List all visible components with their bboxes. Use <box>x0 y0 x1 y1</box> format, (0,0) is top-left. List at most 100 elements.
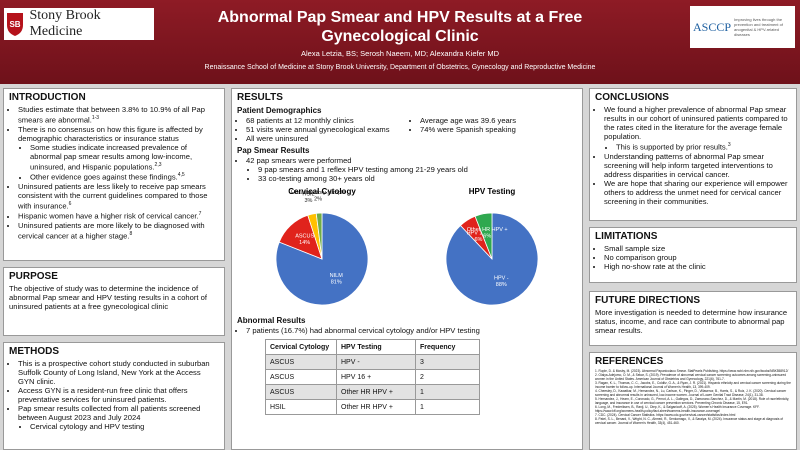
header-row: Cervical Cytology HPV Testing Frequency <box>265 339 480 355</box>
cell: ASCUS <box>265 369 337 385</box>
subsection-title: Abnormal Results <box>237 316 306 325</box>
list-item: We found a higher prevalence of abnormal… <box>604 105 791 152</box>
list-item: 74% were Spanish speaking <box>420 125 516 134</box>
cell: HPV - <box>336 354 416 370</box>
item-text: There is no consensus on how this figure… <box>18 124 203 143</box>
list-item: Understanding patterns of abnormal Pap s… <box>604 152 791 179</box>
charts: Cervical Cytology NILM 81% ASCUS 14% HSIL 3% Un… <box>237 185 577 313</box>
item-text: This is a prospective cohort study condu… <box>18 359 210 386</box>
slice-label: HPV - <box>494 276 509 282</box>
item-text: We are hope that sharing our experience … <box>604 178 788 206</box>
item-text: Average age was 39.6 years <box>420 116 517 125</box>
cell: 3 <box>415 354 480 370</box>
list-item: This is supported by prior results.3 <box>616 141 791 152</box>
list-item: 7 patients (16.7%) had abnormal cervical… <box>246 326 577 335</box>
list-item: Uninsured patients are less likely to re… <box>18 182 219 211</box>
sub-list: Cervical cytology and HPV testing <box>18 422 219 431</box>
subsection-title: Pap Smear Results <box>237 146 310 155</box>
item-text: Uninsured patients are more likely to be… <box>18 220 205 241</box>
row: ASCUS HPV -3 <box>265 354 480 370</box>
item-text: 33 co-testing among 30+ years old <box>258 174 375 183</box>
list-item: Average age was 39.6 years <box>420 116 516 125</box>
slice-label: Unsatisfactory sample <box>291 190 345 196</box>
svg-text:SB: SB <box>9 20 20 29</box>
item-text: Hispanic women have a higher risk of cer… <box>18 211 199 221</box>
title: Abnormal Pap Smear and HPV Results at a … <box>217 9 583 45</box>
list-item: Other evidence goes against these findin… <box>30 171 219 182</box>
section-title: FUTURE DIRECTIONS <box>595 295 700 306</box>
slice-value: 2% <box>314 197 322 203</box>
item-text: All were uninsured <box>246 134 309 143</box>
cell: Other HR HPV + <box>336 384 416 400</box>
paragraph: The objective of study was to determine … <box>9 284 207 311</box>
purpose: PURPOSE The objective of study was to de… <box>3 267 225 336</box>
citation: 6 <box>68 200 72 207</box>
item-text: No comparison group <box>604 253 677 262</box>
list-item: No comparison group <box>604 253 791 262</box>
list-item: Studies estimate that between 3.8% to 10… <box>18 105 219 125</box>
list: We found a higher prevalence of abnormal… <box>595 105 791 206</box>
logo-text: Stony Brook Medicine <box>29 8 101 39</box>
paragraph: More investigation is needed to determin… <box>595 308 788 335</box>
header-cell: Frequency <box>415 339 480 355</box>
cell: 1 <box>415 384 480 400</box>
row: ASCUS HPV 16 +2 <box>265 369 480 385</box>
list: Studies estimate that between 3.8% to 10… <box>9 105 219 240</box>
slice-label: NILM <box>330 273 344 279</box>
slice-label: ASCUS <box>295 234 314 240</box>
list-item: All were uninsured <box>246 134 411 143</box>
header-cell: HPV Testing <box>336 339 416 355</box>
slice-label: HSIL <box>302 191 314 197</box>
demographics: 68 patients at 12 monthly clinics51 visi… <box>237 116 577 143</box>
cell: 2 <box>415 369 480 385</box>
section-title: INTRODUCTION <box>9 92 86 103</box>
list-item: 42 pap smears were performed9 pap smears… <box>246 156 577 183</box>
item-text: 74% were Spanish speaking <box>420 125 516 134</box>
sub-list: This is supported by prior results.3 <box>604 141 791 152</box>
reference: 7. CDC. (2024). Cervical Cancer Statisti… <box>595 413 736 417</box>
sub-list: 9 pap smears and 1 reflex HPV testing am… <box>246 165 577 183</box>
list-item: High no-show rate at the clinic <box>604 262 791 271</box>
item-text: 9 pap smears and 1 reflex HPV testing am… <box>258 165 468 174</box>
item-text: Studies estimate that between 3.8% to 10… <box>18 105 206 125</box>
cell: ASCUS <box>265 354 337 370</box>
list: 68 patients at 12 monthly clinics51 visi… <box>237 116 411 143</box>
chart-title: HPV Testing <box>469 187 516 196</box>
results: RESULTS Patient Demographics 68 patients… <box>231 88 583 450</box>
conclusions: CONCLUSIONS We found a higher prevalence… <box>589 88 797 221</box>
citation: 7 <box>198 211 202 218</box>
section-title: REFERENCES <box>595 356 664 367</box>
slice-label: Other HR HPV + <box>467 227 508 233</box>
list: 1. Ruple, D. & Mosby, M. (2023). Abnorma… <box>595 369 791 425</box>
citation: 4,5 <box>177 172 185 179</box>
list-item: 51 visits were annual gynecological exam… <box>246 125 411 134</box>
list: 42 pap smears were performed9 pap smears… <box>237 156 577 183</box>
limitations: LIMITATIONS Small sample sizeNo comparis… <box>589 227 797 283</box>
list-item: Uninsured patients are more likely to be… <box>18 221 219 241</box>
slice-value: 81% <box>331 279 342 285</box>
item-text: 51 visits were annual gynecological exam… <box>246 125 390 134</box>
references: REFERENCES 1. Ruple, D. & Mosby, M. (202… <box>589 352 797 450</box>
sub-list: Some studies indicate increased prevalen… <box>18 143 219 182</box>
list-item: Hispanic women have a higher risk of cer… <box>18 210 219 221</box>
chart-title: Cervical Cytology <box>288 187 356 196</box>
logo-left: SB Stony Brook Medicine <box>4 8 154 40</box>
list: 7 patients (16.7%) had abnormal cervical… <box>237 326 577 335</box>
row: HSIL Other HR HPV +1 <box>265 399 480 415</box>
reference: 5. Hernandez, J., Hearn, E., Coronado, G… <box>595 397 790 405</box>
item-text: Other evidence goes against these findin… <box>30 172 178 182</box>
item-text: Small sample size <box>604 244 666 253</box>
section-title: METHODS <box>9 346 59 357</box>
logo-tagline: Improving lives through the prevention a… <box>734 17 783 37</box>
pie-slice <box>474 212 493 260</box>
list-item: Access GYN is a resident-run free clinic… <box>18 386 219 404</box>
list-item: This is a prospective cohort study condu… <box>18 359 219 386</box>
pie-slice <box>315 212 323 260</box>
list-item: 68 patients at 12 monthly clinics <box>246 116 411 125</box>
slice-value: 3% <box>304 198 312 204</box>
reference: 6. Long, M., Frederiksen, B., Ranji, U.,… <box>595 405 760 413</box>
header: SB Stony Brook Medicine Abnormal Pap Sme… <box>0 0 800 84</box>
authors: Alexa Letzia, BS; Serosh Naeem, MD; Alex… <box>300 49 499 58</box>
logo-right: ASCCP Improving lives through the preven… <box>690 6 795 48</box>
